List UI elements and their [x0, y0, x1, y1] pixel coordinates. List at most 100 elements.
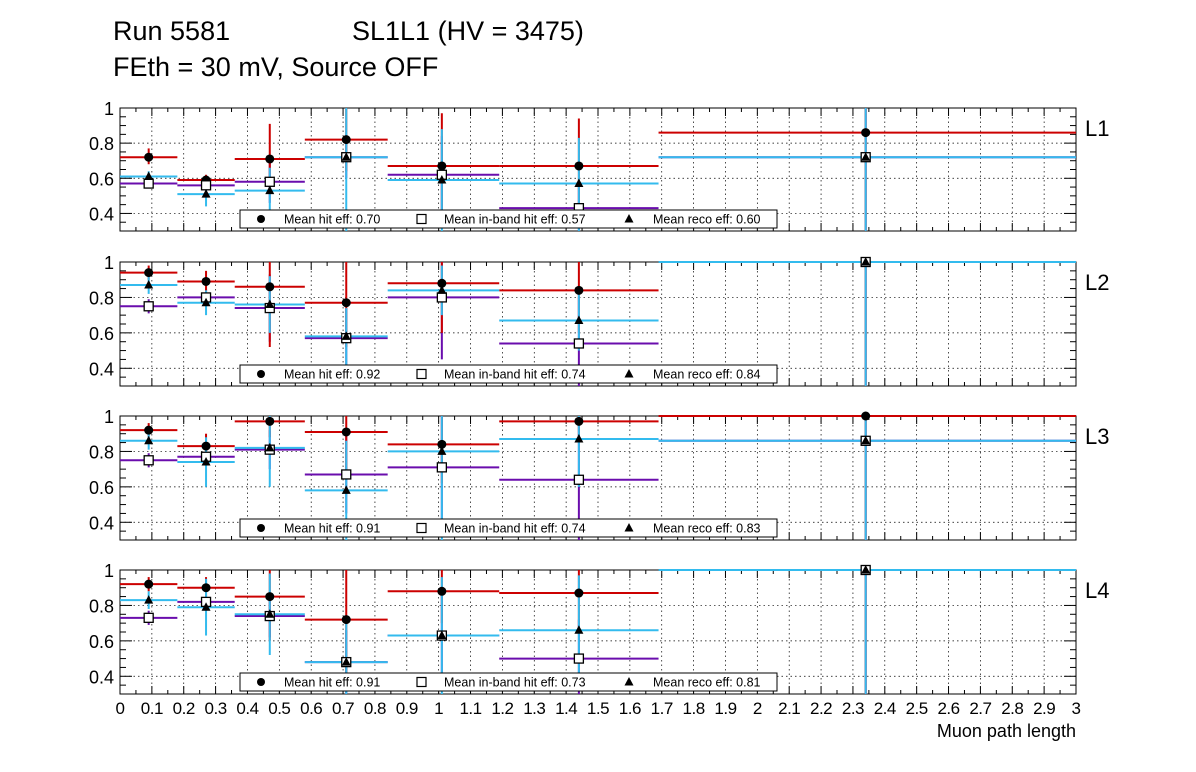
legend-inband-label: Mean in-band hit eff: 0.74 [444, 522, 586, 536]
x-tick-label: 0.7 [332, 699, 354, 718]
y-tick-label: 0.8 [89, 134, 114, 154]
x-tick-label: 1.3 [523, 699, 545, 718]
reco-eff-point [201, 297, 211, 307]
reco-eff-point [144, 280, 154, 289]
legend-reco-label: Mean reco eff: 0.84 [653, 368, 761, 382]
x-tick-label: 1.8 [683, 699, 705, 718]
x-tick-label: 0.1 [141, 699, 163, 718]
x-tick-label: 1 [434, 699, 443, 718]
inband-eff-point [264, 176, 275, 187]
x-tick-label: 1.2 [491, 699, 513, 718]
inband-eff-point [200, 180, 212, 191]
legend-box [239, 672, 778, 692]
reco-eff-point [265, 185, 275, 195]
legend-reco-label: Mean reco eff: 0.81 [653, 676, 761, 690]
legend: Mean hit eff: 0.91 Mean in-band hit eff: … [239, 518, 778, 538]
legend-hit-marker [257, 370, 265, 378]
legend: Mean hit eff: 0.92 Mean in-band hit eff: … [239, 364, 778, 384]
reco-eff-point [861, 565, 871, 574]
y-tick-label: 1 [104, 561, 114, 581]
x-tick-label: 2.5 [906, 699, 928, 718]
legend-box [239, 518, 778, 538]
x-axis-label: Muon path length [937, 721, 1076, 741]
panel-l1: 0.4 0.6 0.8 1 Mean hit eff: 0.70 Mean in-band… [89, 99, 1109, 232]
reco-eff-point [144, 171, 154, 181]
x-tick-label: 0 [116, 699, 125, 718]
reco-eff-point [201, 602, 211, 611]
y-tick-label: 0.6 [89, 324, 114, 344]
hit-eff-point [574, 285, 584, 295]
x-tick-label: 1.5 [587, 699, 609, 718]
hit-eff-point [201, 583, 211, 593]
reco-eff-point [341, 152, 351, 161]
superlayer-title: SL1L1 (HV = 3475) [352, 16, 584, 46]
x-tick-label: 0.4 [236, 699, 258, 718]
reco-eff-point [437, 285, 447, 294]
inband-eff-point [573, 474, 585, 485]
legend-box [239, 364, 778, 384]
legend-reco-marker [624, 214, 634, 223]
reco-eff-point [144, 435, 154, 445]
reco-eff-point [437, 446, 447, 455]
panel-label: L4 [1085, 578, 1109, 603]
reco-eff-point [861, 435, 871, 445]
panel-label: L1 [1085, 116, 1109, 141]
x-tick-label: 2.6 [937, 699, 959, 718]
hit-eff-point [437, 439, 447, 449]
reco-eff-point [265, 609, 275, 618]
reco-eff-point [265, 299, 275, 309]
legend-hit-marker [257, 524, 265, 532]
legend-inband-label: Mean in-band hit eff: 0.57 [444, 213, 586, 227]
hit-eff-point [144, 268, 154, 278]
y-tick-label: 0.6 [89, 632, 114, 652]
legend-reco-label: Mean reco eff: 0.83 [653, 522, 761, 536]
inband-eff-point [143, 612, 154, 623]
x-tick-label: 1.9 [714, 699, 736, 718]
reco-eff-point [201, 457, 211, 466]
inband-eff-point [436, 292, 448, 303]
reco-eff-point [341, 331, 351, 340]
reco-eff-point [201, 189, 211, 198]
hit-eff-point [437, 278, 447, 288]
legend-hit-marker [257, 215, 265, 223]
x-tick-label: 0.5 [268, 699, 290, 718]
hit-eff-point [265, 154, 275, 164]
x-tick-label: 2.9 [1033, 699, 1055, 718]
hit-eff-point [574, 416, 584, 426]
y-tick-label: 1 [104, 99, 114, 119]
y-tick-label: 0.4 [89, 513, 114, 533]
reco-eff-point [144, 595, 154, 604]
hit-eff-point [341, 427, 351, 437]
x-tick-label: 2.2 [810, 699, 832, 718]
hit-eff-point [437, 161, 447, 171]
y-tick-label: 0.8 [89, 596, 114, 616]
x-tick-label: 0.2 [173, 699, 195, 718]
x-tick-label: 2 [753, 699, 762, 718]
x-tick-label: 2.7 [969, 699, 991, 718]
legend-hit-label: Mean hit eff: 0.92 [284, 368, 380, 382]
x-tick-label: 2.8 [1001, 699, 1023, 718]
reco-eff-point [574, 434, 584, 443]
hit-eff-point [861, 411, 871, 421]
x-tick-label: 1.6 [619, 699, 641, 718]
panel-l2: 0.4 0.6 0.8 1 Mean hit eff: 0.92 Mean in-band… [89, 253, 1109, 387]
reco-eff-point [341, 485, 351, 494]
legend-reco-marker [624, 369, 634, 378]
hit-eff-point [144, 152, 154, 162]
hit-errorbar [387, 570, 500, 624]
hit-eff-point [201, 276, 211, 286]
hit-eff-point [861, 128, 871, 138]
hit-eff-point [437, 586, 447, 596]
x-tick-label: 1.4 [555, 699, 577, 718]
x-tick-label: 2.1 [778, 699, 800, 718]
legend-reco-marker [624, 523, 634, 532]
hit-eff-point [201, 441, 211, 451]
threshold-title: FEth = 30 mV, Source OFF [113, 52, 439, 82]
legend-hit-label: Mean hit eff: 0.91 [284, 522, 380, 536]
legend: Mean hit eff: 0.70 Mean in-band hit eff: … [239, 209, 778, 229]
hit-eff-point [574, 161, 584, 171]
legend-box [239, 209, 778, 229]
inband-eff-point [573, 338, 585, 349]
x-tick-label: 2.4 [874, 699, 896, 718]
legend-inband-marker [416, 368, 427, 380]
